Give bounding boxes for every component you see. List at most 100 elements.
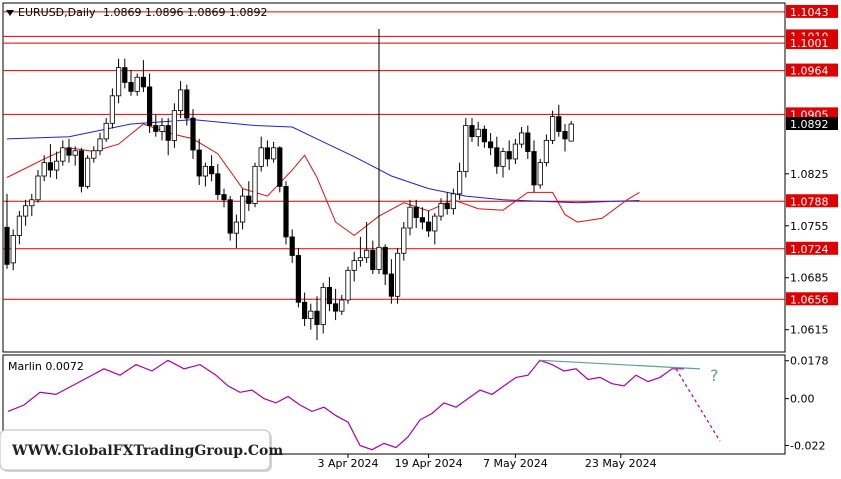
candle bbox=[60, 140, 66, 166]
candle bbox=[475, 121, 481, 147]
candle bbox=[85, 155, 91, 189]
candle bbox=[10, 229, 16, 271]
candle-body-bear bbox=[146, 86, 153, 126]
candle bbox=[407, 199, 413, 236]
candle-body-bear bbox=[196, 149, 202, 177]
candle bbox=[109, 88, 115, 129]
candle-body-bear bbox=[487, 141, 494, 149]
watermark-text: WWW.GlobalFXTradingGroup.Com bbox=[11, 443, 283, 459]
candle-body-bear bbox=[556, 116, 562, 132]
price-axis: 1.06151.06851.07551.08251.10431.10101.10… bbox=[785, 4, 838, 337]
candle bbox=[221, 188, 227, 208]
candle-body-bull bbox=[72, 150, 78, 156]
osc-tick-label: 0.00 bbox=[790, 393, 815, 406]
candle bbox=[97, 132, 103, 156]
candle-body-bull bbox=[159, 125, 165, 132]
candle bbox=[444, 192, 450, 215]
candle bbox=[153, 114, 159, 137]
candle-body-bear bbox=[283, 186, 289, 238]
candle bbox=[320, 282, 326, 334]
candle-body-bear bbox=[215, 173, 221, 195]
candle-body-bull bbox=[463, 125, 469, 172]
candle-body-bull bbox=[401, 227, 407, 254]
candle-body-bull bbox=[252, 165, 258, 204]
candle bbox=[215, 164, 221, 200]
candle bbox=[227, 196, 233, 241]
candle bbox=[339, 294, 345, 315]
candle bbox=[29, 193, 35, 217]
candle-body-bull bbox=[233, 221, 239, 234]
candle-body-bear bbox=[525, 132, 531, 152]
candle-body-bull bbox=[438, 203, 444, 217]
candle-body-bull bbox=[60, 147, 66, 162]
candle-body-bull bbox=[308, 310, 314, 319]
candle-body-bull bbox=[116, 67, 122, 97]
candle bbox=[419, 207, 426, 230]
price-tick-label: 1.0755 bbox=[790, 220, 829, 233]
time-tick-label: 23 May 2024 bbox=[585, 457, 657, 470]
candle-body-bull bbox=[10, 235, 16, 264]
candle bbox=[388, 259, 395, 304]
candle bbox=[363, 222, 370, 263]
candle-body-bear bbox=[332, 303, 339, 312]
chart-menu-triangle-icon[interactable] bbox=[6, 10, 14, 16]
indicator-title: Marlin 0.0072 bbox=[8, 360, 84, 373]
candle-body-bull bbox=[407, 206, 413, 229]
candle bbox=[233, 214, 239, 249]
time-tick-label: 7 May 2024 bbox=[483, 457, 548, 470]
candle bbox=[16, 210, 23, 245]
osc-tick-label: 0.0178 bbox=[790, 355, 829, 368]
price-tick-label: 1.0825 bbox=[790, 168, 829, 181]
level-label-box bbox=[786, 63, 838, 77]
candle bbox=[103, 118, 109, 142]
candle bbox=[525, 125, 531, 159]
candle bbox=[277, 146, 283, 193]
candle bbox=[345, 266, 351, 304]
candle bbox=[413, 199, 419, 228]
candle bbox=[258, 136, 264, 172]
candle-body-bull bbox=[270, 147, 277, 160]
candle-body-bear bbox=[4, 226, 10, 265]
candle bbox=[494, 136, 500, 174]
candle-body-bear bbox=[227, 199, 233, 234]
candle bbox=[171, 103, 177, 148]
candle bbox=[41, 155, 47, 182]
projection-dashed-line bbox=[675, 368, 721, 442]
candle-body-bear bbox=[190, 117, 196, 151]
ohlc-label: 1.0869 1.0896 1.0869 1.0892 bbox=[103, 6, 267, 19]
candle bbox=[177, 80, 184, 119]
level-label: 1.1001 bbox=[790, 37, 829, 50]
time-tick-label: 19 Apr 2024 bbox=[395, 457, 463, 470]
candle-body-bull bbox=[351, 260, 357, 271]
candle-body-bull bbox=[456, 171, 463, 195]
candle-body-bull bbox=[320, 286, 326, 325]
candle-body-bull bbox=[103, 122, 109, 140]
candle bbox=[78, 147, 84, 193]
candle-body-bear bbox=[264, 147, 271, 160]
candle-body-bull bbox=[432, 215, 438, 232]
candle bbox=[283, 181, 289, 245]
candle bbox=[196, 138, 202, 185]
candle bbox=[394, 248, 401, 304]
candle-body-bear bbox=[388, 273, 395, 297]
candle-body-bear bbox=[469, 125, 475, 138]
candle bbox=[202, 162, 208, 187]
candle-body-bull bbox=[475, 128, 481, 138]
candle-body-bull bbox=[41, 162, 47, 177]
osc-tick-label: -0.022 bbox=[790, 439, 825, 452]
candle bbox=[128, 69, 134, 96]
level-label: 1.0788 bbox=[790, 195, 829, 208]
level-label-box bbox=[786, 241, 838, 255]
candle-body-bull bbox=[22, 205, 29, 217]
candle bbox=[326, 277, 333, 312]
candle bbox=[122, 58, 128, 89]
candle-body-bear bbox=[531, 151, 537, 186]
candle bbox=[246, 181, 252, 211]
watermark: WWW.GlobalFXTradingGroup.Com bbox=[0, 429, 283, 472]
candle-body-bull bbox=[97, 138, 103, 152]
candle-body-bear bbox=[314, 310, 320, 325]
candle bbox=[72, 146, 78, 166]
candle-body-bear bbox=[506, 151, 512, 160]
